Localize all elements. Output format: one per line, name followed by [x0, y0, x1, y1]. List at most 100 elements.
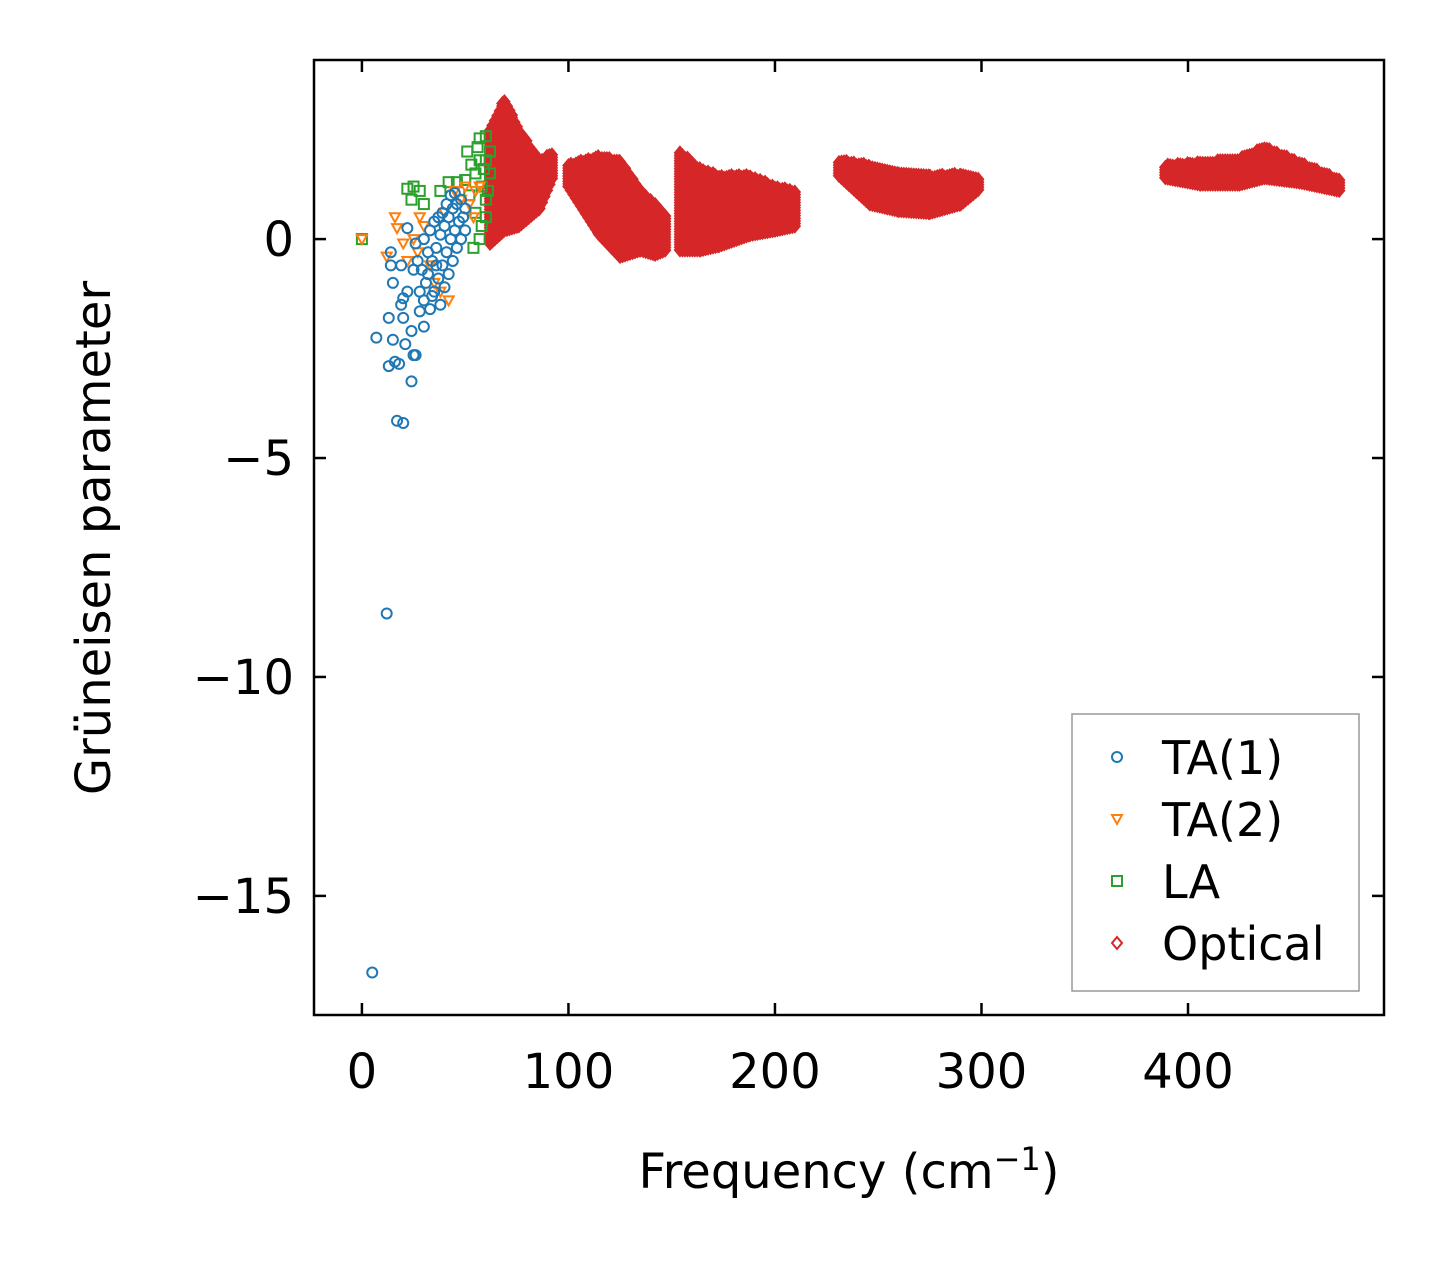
data-point [409, 349, 422, 362]
data-point [483, 145, 496, 158]
data-point [459, 173, 472, 186]
data-point [380, 607, 393, 620]
legend-marker-square [1111, 875, 1123, 887]
data-point [788, 184, 802, 200]
data-point [417, 320, 430, 333]
plot-frame [312, 58, 1386, 1017]
data-point [422, 246, 435, 259]
data-point [401, 285, 414, 298]
data-point [413, 212, 427, 225]
legend-label: TA(1) [1161, 731, 1283, 785]
data-point [386, 333, 399, 346]
data-point [405, 325, 418, 338]
data-point [467, 241, 480, 254]
legend-label: TA(2) [1161, 793, 1283, 847]
y-tick-label: 0 [263, 212, 294, 268]
y-tick-label: −5 [223, 431, 294, 487]
data-point [479, 193, 492, 206]
plot-marks [355, 94, 1346, 979]
data-point [399, 338, 412, 351]
data-point [472, 181, 487, 194]
x-tick-label: 300 [936, 1044, 1028, 1100]
x-tick-label: 200 [729, 1044, 821, 1100]
data-point [384, 259, 397, 272]
legend-label: LA [1162, 855, 1221, 909]
data-point [479, 130, 492, 143]
axis-ticks: 0 100 200 300 400 0 −5 −10 −15 [193, 60, 1384, 1100]
data-point [405, 193, 418, 206]
legend-marker-triangle-down [1110, 814, 1124, 827]
data-point [971, 171, 985, 187]
legend: TA(1) TA(2) LA Optical [1071, 713, 1360, 992]
data-point [391, 414, 404, 427]
data-point [458, 181, 472, 194]
data-point [417, 198, 430, 211]
data-point [405, 375, 418, 388]
data-point [545, 147, 559, 163]
data-point [465, 158, 478, 171]
x-tick-label: 400 [1142, 1044, 1234, 1100]
legend-item: TA(2) [1110, 793, 1283, 847]
series-optical [483, 94, 1346, 265]
data-point [441, 295, 456, 308]
data-point [481, 184, 494, 197]
data-point [390, 223, 404, 236]
data-point [434, 298, 447, 311]
series-la [355, 130, 496, 254]
data-point [388, 212, 402, 225]
data-point [395, 298, 408, 311]
legend-marker-diamond [1110, 935, 1124, 951]
data-point [424, 303, 437, 316]
data-point [395, 259, 408, 272]
data-point [426, 290, 439, 303]
data-point [438, 281, 451, 294]
x-axis-label: Frequency (cm−1) [638, 1140, 1059, 1200]
data-point [370, 331, 383, 344]
legend-label: Optical [1162, 917, 1324, 971]
data-point [446, 254, 459, 267]
data-point [382, 311, 395, 324]
data-point [397, 311, 410, 324]
data-point [432, 272, 445, 285]
data-point [459, 202, 472, 215]
data-point [413, 184, 426, 197]
data-point [396, 238, 410, 251]
data-point [415, 263, 428, 276]
data-point [384, 246, 397, 259]
series-ta-1- [366, 187, 472, 979]
data-point [461, 145, 474, 158]
data-point [388, 355, 401, 368]
data-point [413, 305, 426, 318]
data-point [477, 163, 490, 176]
y-axis-label: Grüneisen parameter [66, 281, 122, 796]
legend-marker-circle [1111, 751, 1123, 763]
data-point [1332, 172, 1346, 188]
data-point [436, 259, 449, 272]
x-tick-label: 0 [347, 1044, 378, 1100]
data-point [434, 184, 447, 197]
y-tick-label: −10 [193, 650, 294, 706]
data-point [459, 224, 472, 237]
data-point [475, 219, 488, 232]
data-point [473, 233, 486, 246]
data-point [471, 141, 484, 154]
x-tick-label: 100 [523, 1044, 615, 1100]
data-point [442, 176, 455, 189]
data-point [386, 276, 399, 289]
y-tick-label: −15 [193, 869, 294, 925]
data-point [366, 966, 379, 979]
data-point [466, 212, 481, 225]
data-point [401, 222, 414, 235]
data-point [442, 268, 455, 281]
legend-item: Optical [1110, 917, 1324, 971]
data-point [430, 259, 443, 272]
data-point [468, 185, 483, 198]
data-point [658, 208, 672, 224]
data-point [355, 234, 369, 247]
data-point [440, 246, 453, 259]
data-point [397, 416, 410, 429]
legend-item: LA [1111, 855, 1221, 909]
legend-item: TA(1) [1111, 731, 1283, 785]
data-point [448, 187, 461, 200]
